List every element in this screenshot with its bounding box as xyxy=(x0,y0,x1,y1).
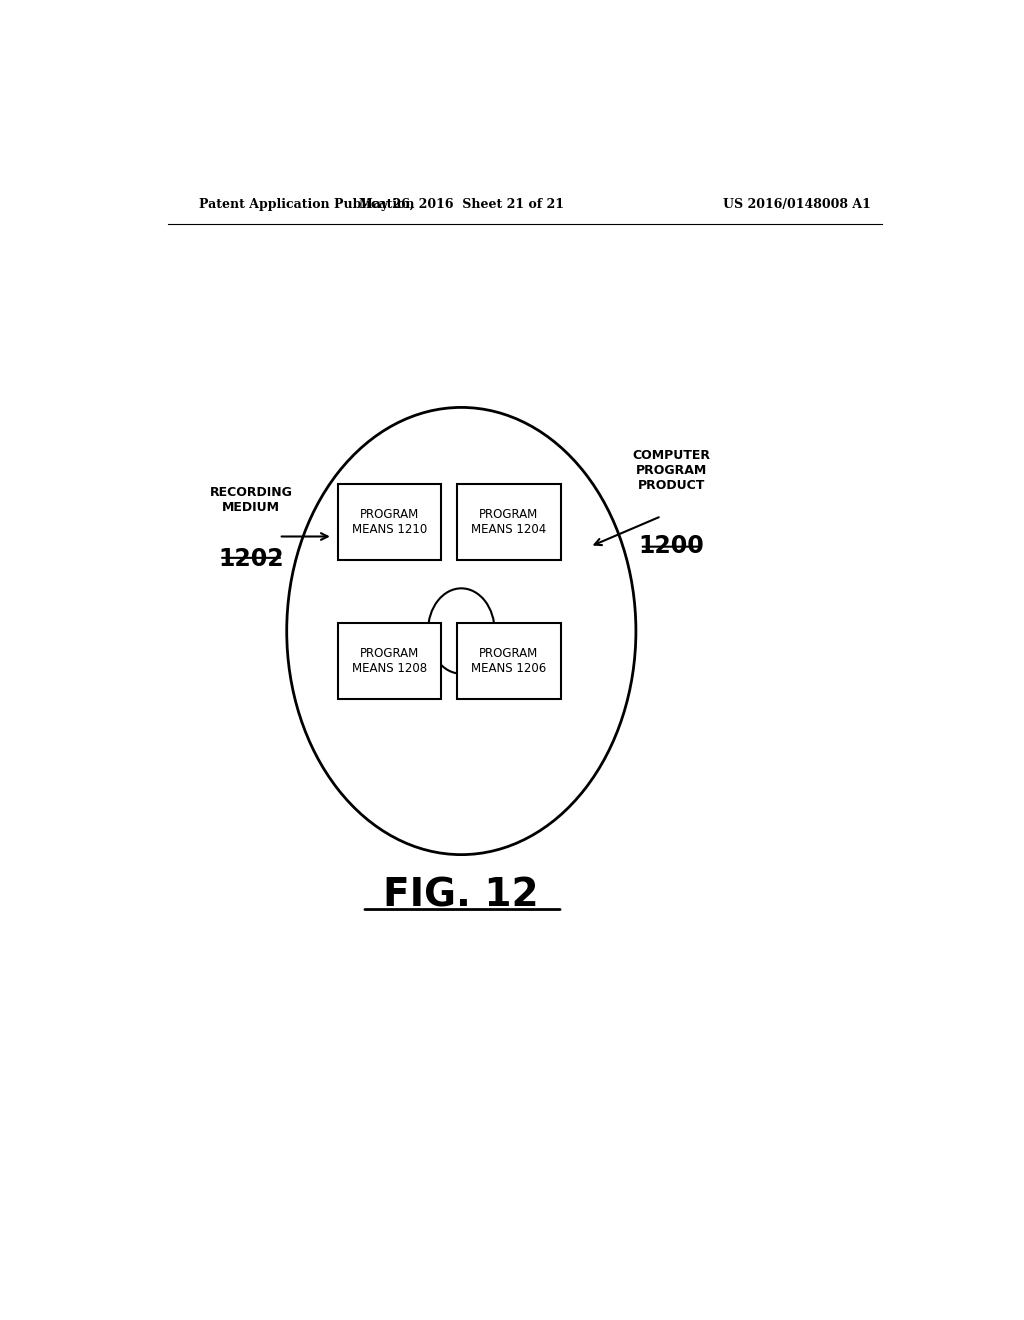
Text: May 26, 2016  Sheet 21 of 21: May 26, 2016 Sheet 21 of 21 xyxy=(358,198,564,211)
Text: PROGRAM
MEANS 1206: PROGRAM MEANS 1206 xyxy=(471,647,547,675)
Text: Patent Application Publication: Patent Application Publication xyxy=(200,198,415,211)
Text: PROGRAM
MEANS 1208: PROGRAM MEANS 1208 xyxy=(352,647,427,675)
Bar xyxy=(458,623,560,700)
Text: RECORDING
MEDIUM: RECORDING MEDIUM xyxy=(210,486,293,515)
Text: FIG. 12: FIG. 12 xyxy=(384,876,539,915)
Text: PROGRAM
MEANS 1204: PROGRAM MEANS 1204 xyxy=(471,508,547,536)
Bar xyxy=(338,623,441,700)
Bar xyxy=(338,483,441,560)
Text: 1202: 1202 xyxy=(218,546,284,570)
Text: US 2016/0148008 A1: US 2016/0148008 A1 xyxy=(723,198,871,211)
Text: COMPUTER
PROGRAM
PRODUCT: COMPUTER PROGRAM PRODUCT xyxy=(633,449,711,492)
Ellipse shape xyxy=(428,589,495,673)
Text: PROGRAM
MEANS 1210: PROGRAM MEANS 1210 xyxy=(352,508,427,536)
Bar xyxy=(458,483,560,560)
Text: 1200: 1200 xyxy=(639,535,705,558)
